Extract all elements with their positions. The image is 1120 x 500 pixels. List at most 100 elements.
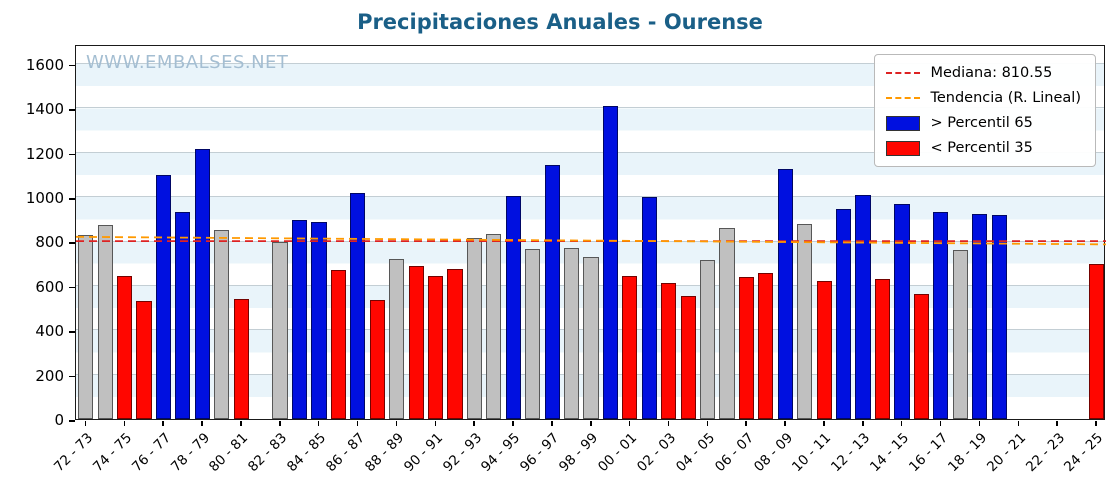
x-tick-mark <box>434 421 437 426</box>
x-tick-mark <box>551 421 553 426</box>
x-tick-label-82-83: 82 - 83 <box>245 430 291 476</box>
y-tick-mark <box>69 109 75 111</box>
x-tick-label-18-19: 18 - 19 <box>944 430 990 476</box>
trend-dash-icon <box>886 97 921 99</box>
bar-85-86 <box>330 270 346 419</box>
y-tick-mark <box>69 153 75 156</box>
x-tick-mark <box>162 421 164 426</box>
x-tick-mark <box>201 421 203 426</box>
y-tick-mark <box>69 286 75 289</box>
bar-84-85 <box>311 221 327 419</box>
above-percentile-swatch <box>886 115 921 131</box>
legend-item-trend: Tendencia (R. Lineal) <box>886 89 1081 107</box>
legend-item-above: > Percentil 65 <box>886 114 1081 132</box>
x-tick-label-90-91: 90 - 91 <box>400 430 446 476</box>
bar-72-73 <box>78 234 94 419</box>
bar-97-98 <box>563 248 580 419</box>
x-tick-label-16-17: 16 - 17 <box>905 430 952 476</box>
below-percentile-swatch <box>886 140 921 156</box>
x-tick-mark <box>279 421 281 426</box>
x-tick-mark <box>473 421 475 426</box>
bar-90-91 <box>427 275 444 419</box>
bar-94-95 <box>505 196 521 419</box>
legend-label-below: < Percentil 35 <box>930 140 1033 156</box>
bar-87-88 <box>369 300 385 419</box>
x-tick-mark <box>862 421 864 426</box>
x-tick-label-14-15: 14 - 15 <box>867 430 913 476</box>
y-tick-label-1600: 1600 <box>25 55 64 74</box>
y-tick-label-200: 200 <box>35 366 64 385</box>
y-tick-label-600: 600 <box>35 277 64 296</box>
x-tick-label-08-09: 08 - 09 <box>750 430 796 476</box>
bar-93-94 <box>486 233 502 419</box>
x-tick-mark <box>395 421 398 426</box>
bar-05-06 <box>719 228 735 419</box>
y-tick-label-1400: 1400 <box>25 100 64 119</box>
x-tick-label-76-77: 76 - 77 <box>128 430 174 476</box>
y-tick-label-400: 400 <box>35 322 64 341</box>
bar-11-12 <box>836 209 852 419</box>
x-tick-mark <box>900 421 903 426</box>
x-tick-label-86-87: 86 - 87 <box>322 430 369 476</box>
y-tick-mark <box>69 242 75 244</box>
bar-74-75 <box>117 275 133 419</box>
x-tick-mark <box>1095 421 1097 426</box>
x-tick-mark <box>745 421 747 426</box>
x-tick-mark <box>628 421 631 426</box>
x-tick-mark <box>84 421 87 426</box>
x-tick-label-22-23: 22 - 23 <box>1022 430 1068 476</box>
y-tick-mark <box>69 64 75 67</box>
bar-86-87 <box>350 192 366 419</box>
bar-24-25 <box>1088 263 1104 419</box>
bar-78-79 <box>194 149 210 419</box>
bar-76-77 <box>155 174 172 419</box>
bar-98-99 <box>583 257 599 419</box>
bar-16-17 <box>933 211 949 419</box>
legend-label-trend: Tendencia (R. Lineal) <box>930 90 1081 106</box>
bar-07-08 <box>758 272 774 419</box>
median-dash-icon <box>886 72 921 74</box>
x-tick-label-94-95: 94 - 95 <box>478 430 524 476</box>
bar-03-04 <box>680 295 696 419</box>
bar-88-89 <box>389 259 405 419</box>
x-tick-mark <box>240 421 242 426</box>
x-tick-mark <box>823 421 825 426</box>
bar-91-92 <box>447 269 463 419</box>
y-tick-mark <box>69 331 75 333</box>
y-tick-label-1000: 1000 <box>25 189 64 208</box>
plot-area: WWW.EMBALSES.NET Mediana: 810.55 Tendenc… <box>75 45 1106 420</box>
x-tick-mark <box>706 421 709 426</box>
x-tick-label-80-81: 80 - 81 <box>206 430 252 476</box>
x-tick-mark <box>784 421 786 426</box>
bars-layer <box>76 46 1104 419</box>
y-tick-mark <box>69 198 75 200</box>
bar-77-78 <box>175 211 191 419</box>
x-tick-mark <box>590 421 592 426</box>
x-tick-label-06-07: 06 - 07 <box>711 430 757 476</box>
x-tick-mark <box>356 421 359 426</box>
bar-73-74 <box>97 224 113 419</box>
x-tick-mark <box>512 421 514 426</box>
bar-80-81 <box>233 299 249 419</box>
bar-09-10 <box>797 223 813 419</box>
bar-00-01 <box>622 275 638 419</box>
watermark: WWW.EMBALSES.NET <box>86 52 289 73</box>
chart-title: Precipitaciones Anuales - Ourense <box>357 10 763 34</box>
bar-92-93 <box>466 238 482 419</box>
x-tick-label-92-93: 92 - 93 <box>439 430 485 476</box>
bar-08-09 <box>777 169 793 419</box>
bar-06-07 <box>738 277 755 419</box>
x-tick-label-72-73: 72 - 73 <box>50 430 97 476</box>
bar-13-14 <box>874 279 891 419</box>
gridline-1400 <box>76 107 1104 109</box>
x-tick-label-20-21: 20 - 21 <box>983 430 1029 476</box>
bar-96-97 <box>544 164 560 419</box>
y-tick-mark <box>69 375 75 378</box>
legend-label-above: > Percentil 65 <box>930 115 1033 131</box>
y-tick-label-800: 800 <box>35 233 64 252</box>
legend-item-below: < Percentil 35 <box>886 139 1081 157</box>
x-tick-label-84-85: 84 - 85 <box>284 430 330 476</box>
bar-18-19 <box>972 213 988 419</box>
bar-83-84 <box>291 220 308 419</box>
